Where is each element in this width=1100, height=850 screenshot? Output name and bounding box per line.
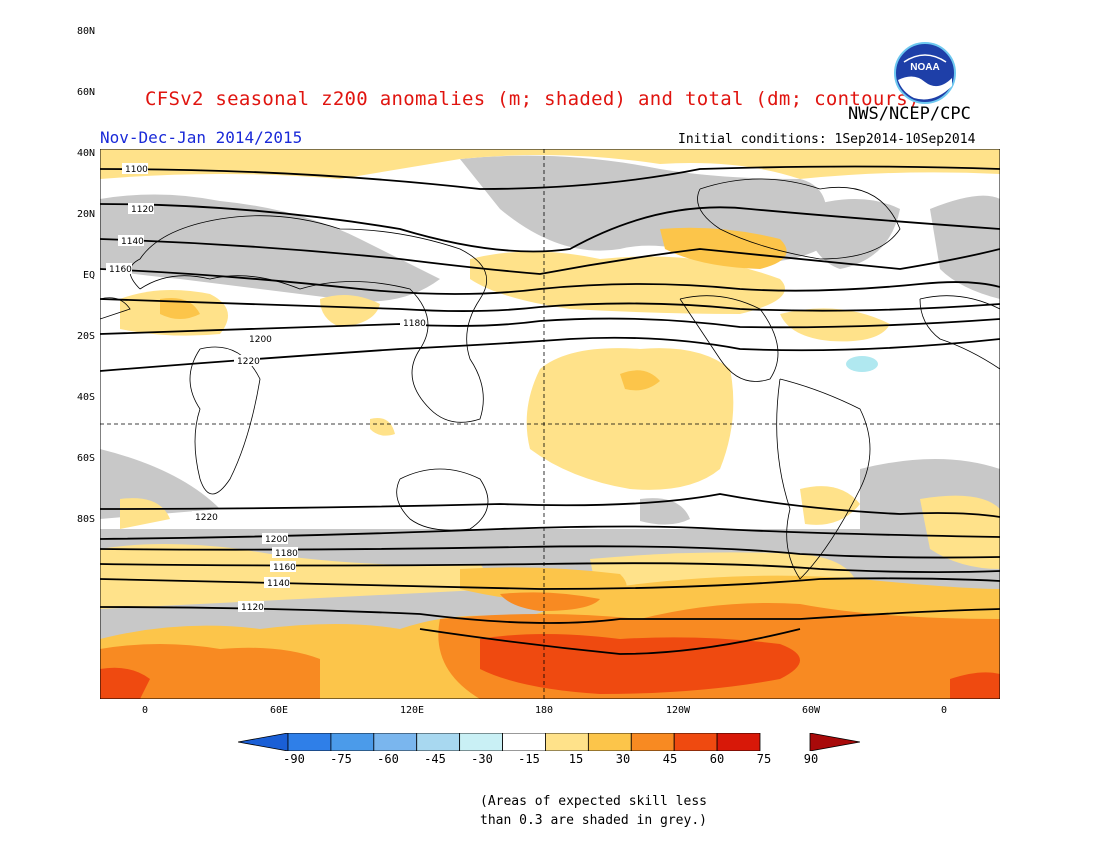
initial-conditions: Initial conditions: 1Sep2014-10Sep2014 [678,132,976,147]
colorbar-label: 60 [709,752,725,766]
anomaly-map: 1100 1120 1140 1160 1180 1200 1220 1220 … [100,149,1000,699]
lon-label: 180 [534,705,554,716]
skill-note: (Areas of expected skill less than 0.3 a… [480,792,707,830]
colorbar-cell [416,733,461,751]
skill-note-line: (Areas of expected skill less [480,794,707,809]
lat-label: 80N [76,26,95,37]
colorbar-cell [716,733,761,751]
colorbar-label: 90 [803,752,819,766]
lon-label: 120W [665,705,691,716]
lon-label: 0 [141,705,149,716]
lat-label: EQ [82,270,95,281]
agency-label: NWS/NCEP/CPC [848,104,971,124]
svg-text:1180: 1180 [403,319,426,329]
svg-text:1100: 1100 [125,165,148,175]
contour-label: 1160 [270,561,296,573]
lon-label: 120E [399,705,425,716]
contour-label: 1200 [246,333,272,345]
lat-label: 80S [76,514,95,525]
noaa-logo: NOAA [894,42,956,104]
contour-label: 1120 [128,203,154,215]
contour-label: 1160 [106,263,132,275]
svg-text:1220: 1220 [237,357,260,367]
svg-text:1220: 1220 [195,513,218,523]
colorbar-label: -60 [377,752,399,766]
colorbar-label: -75 [330,752,352,766]
chart-title: CFSv2 seasonal z200 anomalies (m; shaded… [145,88,920,110]
colorbar-arrow-low [238,733,289,751]
colorbar-label: -30 [471,752,493,766]
coastlines [100,178,1000,580]
positive-anomaly-60-75 [100,634,1000,699]
positive-anomaly-15-30 [100,149,1000,609]
contour-label: 1180 [400,317,426,329]
svg-text:1120: 1120 [131,205,154,215]
forecast-period: Nov-Dec-Jan 2014/2015 [100,128,303,147]
colorbar-label: -90 [283,752,305,766]
colorbar-label: -45 [424,752,446,766]
negative-anomaly [846,356,878,372]
contour-label: 1180 [272,547,298,559]
svg-text:1160: 1160 [273,563,296,573]
colorbar-cell [330,733,375,751]
colorbar-cell [459,733,503,751]
svg-text:1200: 1200 [249,335,272,345]
lat-label: 20N [76,209,95,220]
lat-label: 60N [76,87,95,98]
lon-label: 60W [801,705,821,716]
svg-text:1120: 1120 [241,603,264,613]
lat-label: 60S [76,453,95,464]
svg-text:1140: 1140 [267,579,290,589]
svg-text:1160: 1160 [109,265,132,275]
colorbar-cell [373,733,418,751]
colorbar-cell [502,733,546,751]
lat-label: 40N [76,148,95,159]
colorbar-cell [587,733,632,751]
colorbar-arrow-high [809,733,860,751]
lat-label: 20S [76,331,95,342]
contour-label: 1140 [264,577,290,589]
svg-text:NOAA: NOAA [910,62,939,73]
lon-label: 60E [269,705,289,716]
contour-value-labels: 1100 1120 1140 1160 1180 1200 1220 1220 … [106,163,426,613]
contour-label: 1220 [234,355,260,367]
colorbar-cell [673,733,718,751]
contour-label: 1120 [238,601,264,613]
skill-note-line: than 0.3 are shaded in grey.) [480,813,707,828]
colorbar-label: 30 [615,752,631,766]
contour-label: 1140 [118,235,144,247]
contour-label: 1200 [262,533,288,545]
colorbar-label: 75 [756,752,772,766]
svg-text:1200: 1200 [265,535,288,545]
lon-label: 0 [940,705,948,716]
color-scale-bar [238,733,860,751]
colorbar-label: -15 [518,752,540,766]
colorbar-cell [545,733,589,751]
colorbar-label: 15 [568,752,584,766]
colorbar-cell [630,733,675,751]
contour-label: 1220 [192,511,218,523]
colorbar-cell [287,733,332,751]
svg-text:1140: 1140 [121,237,144,247]
contour-label: 1100 [122,163,148,175]
colorbar-label: 45 [662,752,678,766]
lat-label: 40S [76,392,95,403]
svg-text:1180: 1180 [275,549,298,559]
